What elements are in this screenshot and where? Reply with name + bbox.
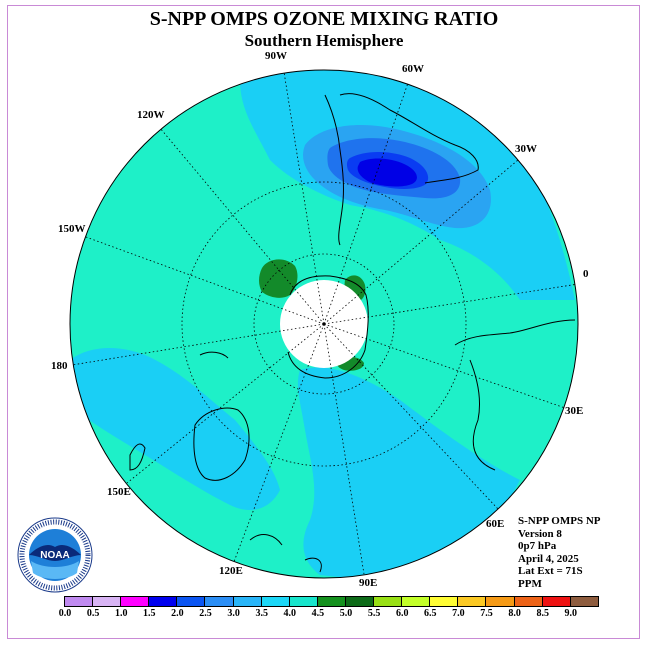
colorbar-swatch xyxy=(316,596,346,607)
colorbar-swatch xyxy=(120,596,150,607)
lon-label-150w: 150W xyxy=(58,223,86,235)
lon-label-0: 0 xyxy=(583,268,589,280)
colorbar-tick-label: 8.0 xyxy=(508,608,521,619)
colorbar-tick-label: 2.5 xyxy=(199,608,212,619)
lon-label-180: 180 xyxy=(51,360,68,372)
colorbar-swatch xyxy=(541,596,571,607)
colorbar-swatch xyxy=(485,596,515,607)
map-title: S-NPP OMPS OZONE MIXING RATIO xyxy=(149,8,499,30)
coast-new-zealand xyxy=(129,443,146,471)
lon-label-90e: 90E xyxy=(359,577,378,589)
noaa-logo-icon: NOAA xyxy=(17,517,93,593)
info-pressure: 0p7 hPa xyxy=(518,540,557,553)
coast-antarctica xyxy=(287,275,369,379)
colorbar-tick-label: 0.5 xyxy=(86,608,100,619)
graticule xyxy=(71,71,578,575)
colorbar-tick-label: 9.0 xyxy=(564,608,578,619)
south-pole-dot xyxy=(322,322,326,326)
lon-label-120w: 120W xyxy=(137,109,165,121)
coast-australia xyxy=(193,407,250,481)
colorbar-swatch xyxy=(513,596,543,607)
info-units: PPM xyxy=(518,577,542,590)
meridian-120w xyxy=(159,127,325,325)
meridian-180 xyxy=(71,323,325,366)
colorbar-swatch xyxy=(148,596,178,607)
colorbar-tick-label: 7.5 xyxy=(480,608,493,619)
colorbar-tick-label: 3.5 xyxy=(255,608,268,619)
colorbar-swatch xyxy=(373,596,403,607)
colorbar-swatch xyxy=(260,596,290,607)
info-lat-ext: Lat Ext = 71S xyxy=(518,565,583,578)
lon-label-60w: 60W xyxy=(402,63,424,75)
contour-band-4-5-west xyxy=(259,259,298,298)
colorbar-tick-label: 8.5 xyxy=(536,608,549,619)
contour-band-3-5-bottom xyxy=(297,367,520,578)
colorbar-swatch xyxy=(92,596,122,607)
contour-band-3-5-left xyxy=(70,348,280,510)
colorbar-swatch xyxy=(176,596,206,607)
meridian-60w xyxy=(323,82,409,325)
lon-label-150e: 150E xyxy=(107,486,131,498)
lon-label-30w: 30W xyxy=(515,143,537,155)
map-subtitle: Southern Hemisphere xyxy=(244,31,404,50)
colorbar-tick-label: 1.5 xyxy=(143,608,156,619)
colorbar-tick-label: 3.0 xyxy=(227,608,240,619)
info-date: April 4, 2025 xyxy=(518,552,579,565)
contour-band-1-5 xyxy=(357,158,417,187)
colorbar-tick-label: 0.0 xyxy=(58,608,72,619)
coast-south-america xyxy=(324,93,479,246)
map-disk-edge xyxy=(69,69,579,579)
meridian-90w xyxy=(283,71,325,325)
colorbar-swatch xyxy=(569,596,599,607)
colorbar-swatch xyxy=(401,596,431,607)
lon-label-120e: 120E xyxy=(219,565,243,577)
colorbar-tick-label: 4.5 xyxy=(311,608,325,619)
colorbar-tick-label: 6.0 xyxy=(395,608,409,619)
colorbar-swatch xyxy=(204,596,234,607)
product-info: S-NPP OMPS NP Version 8 0p7 hPa April 4,… xyxy=(518,515,601,591)
colorbar-swatch xyxy=(457,596,487,607)
coast-islands xyxy=(199,351,322,573)
colorbar-tick-label: 5.0 xyxy=(339,608,353,619)
plot-frame xyxy=(7,5,640,639)
meridian-30e xyxy=(323,323,566,409)
colorbar-tick-label: 5.5 xyxy=(367,608,381,619)
colorbar-swatch xyxy=(429,596,459,607)
lon-label-30e: 30E xyxy=(565,405,584,417)
latitude-ring-75s xyxy=(253,253,395,395)
info-instrument: S-NPP OMPS NP xyxy=(518,515,601,527)
colorbar-tick-label: 1.0 xyxy=(114,608,128,619)
colorbar-swatch xyxy=(288,596,318,607)
latitude-ring-60s xyxy=(181,181,467,467)
colorbar-swatch xyxy=(232,596,262,607)
noaa-logo-text: NOAA xyxy=(40,550,69,561)
coastlines xyxy=(129,93,576,573)
meridian-0 xyxy=(323,283,578,325)
colorbar-tick-label: 2.0 xyxy=(171,608,184,619)
colorbar-swatch xyxy=(344,596,375,607)
colorbar-ticks: 0.0 0.5 1.0 1.5 2.0 2.5 3.0 3.5 4.0 4.5 5.0 5.5 6.0 6… xyxy=(59,608,584,622)
colorbar-tick-label: 4.0 xyxy=(283,608,297,619)
colorbar-swatch xyxy=(64,596,94,607)
lon-label-90w: 90W xyxy=(265,50,287,62)
lon-label-60e: 60E xyxy=(486,518,505,530)
info-version: Version 8 xyxy=(518,527,562,540)
colorbar xyxy=(64,596,599,607)
meridian-120e xyxy=(231,323,325,568)
coast-africa xyxy=(454,319,576,471)
colorbar-tick-label: 7.0 xyxy=(452,608,465,619)
colorbar-tick-label: 6.5 xyxy=(424,608,437,619)
